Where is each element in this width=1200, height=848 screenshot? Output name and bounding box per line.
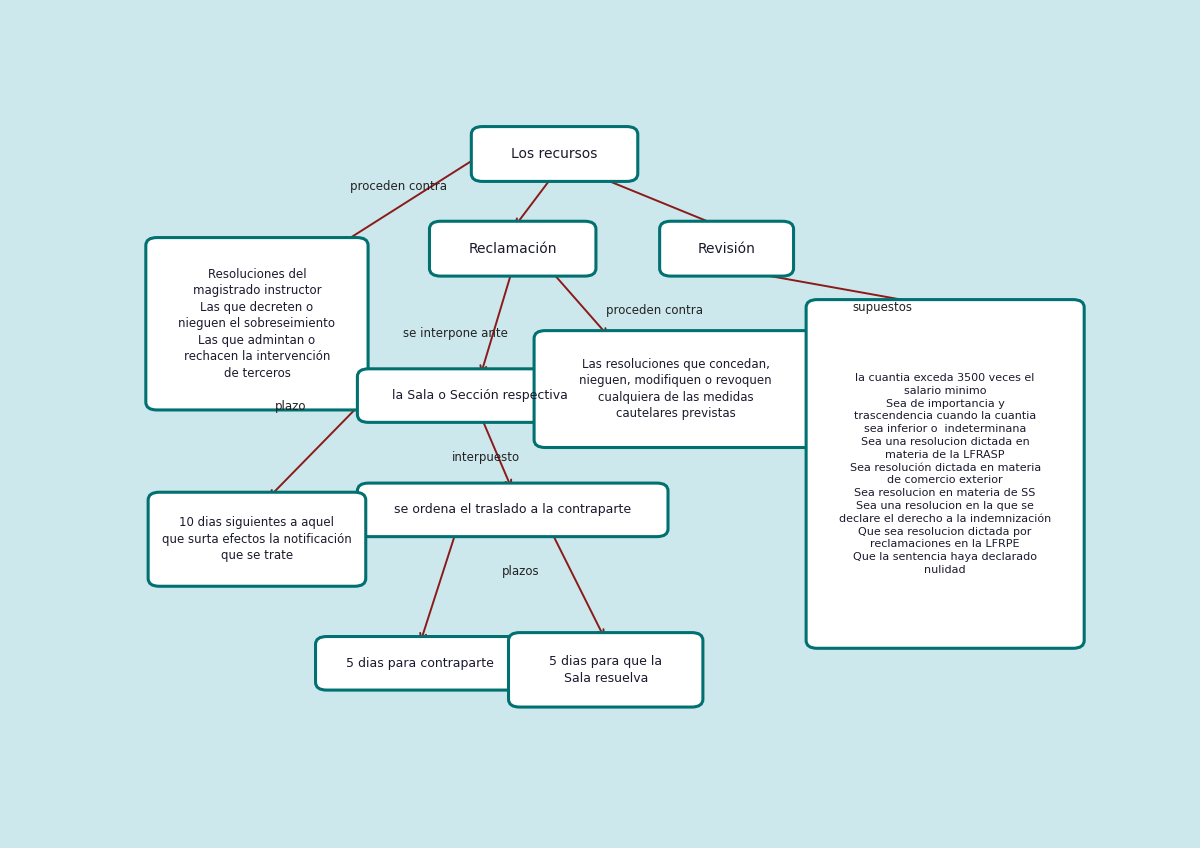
Text: Las resoluciones que concedan,
nieguen, modifiquen o revoquen
cualquiera de las : Las resoluciones que concedan, nieguen, … [580, 358, 772, 421]
Text: la Sala o Sección respectiva: la Sala o Sección respectiva [392, 389, 568, 402]
Text: plazos: plazos [502, 566, 539, 578]
FancyBboxPatch shape [148, 492, 366, 586]
FancyBboxPatch shape [316, 637, 524, 690]
Text: 5 dias para contraparte: 5 dias para contraparte [346, 657, 493, 670]
FancyBboxPatch shape [146, 237, 368, 410]
Text: se ordena el traslado a la contraparte: se ordena el traslado a la contraparte [394, 504, 631, 516]
FancyBboxPatch shape [806, 299, 1084, 648]
Text: Revisión: Revisión [697, 242, 756, 256]
Text: 10 dias siguientes a aquel
que surta efectos la notificación
que se trate: 10 dias siguientes a aquel que surta efe… [162, 516, 352, 562]
FancyBboxPatch shape [358, 483, 668, 537]
FancyBboxPatch shape [472, 126, 637, 181]
FancyBboxPatch shape [358, 369, 602, 422]
Text: plazo: plazo [275, 400, 306, 413]
Text: interpuesto: interpuesto [452, 451, 521, 464]
FancyBboxPatch shape [509, 633, 703, 707]
Text: 5 dias para que la
Sala resuelva: 5 dias para que la Sala resuelva [550, 656, 662, 684]
Text: proceden contra: proceden contra [350, 180, 446, 193]
FancyBboxPatch shape [534, 331, 817, 448]
FancyBboxPatch shape [430, 221, 596, 276]
Text: la cuantia exceda 3500 veces el
salario minimo
Sea de importancia y
trascendenci: la cuantia exceda 3500 veces el salario … [839, 373, 1051, 575]
Text: proceden contra: proceden contra [606, 304, 703, 317]
Text: Los recursos: Los recursos [511, 147, 598, 161]
Text: Resoluciones del
magistrado instructor
Las que decreten o
nieguen el sobreseimie: Resoluciones del magistrado instructor L… [179, 268, 336, 380]
Text: Reclamación: Reclamación [468, 242, 557, 256]
Text: se interpone ante: se interpone ante [403, 327, 508, 340]
FancyBboxPatch shape [660, 221, 793, 276]
Text: supuestos: supuestos [852, 301, 912, 314]
